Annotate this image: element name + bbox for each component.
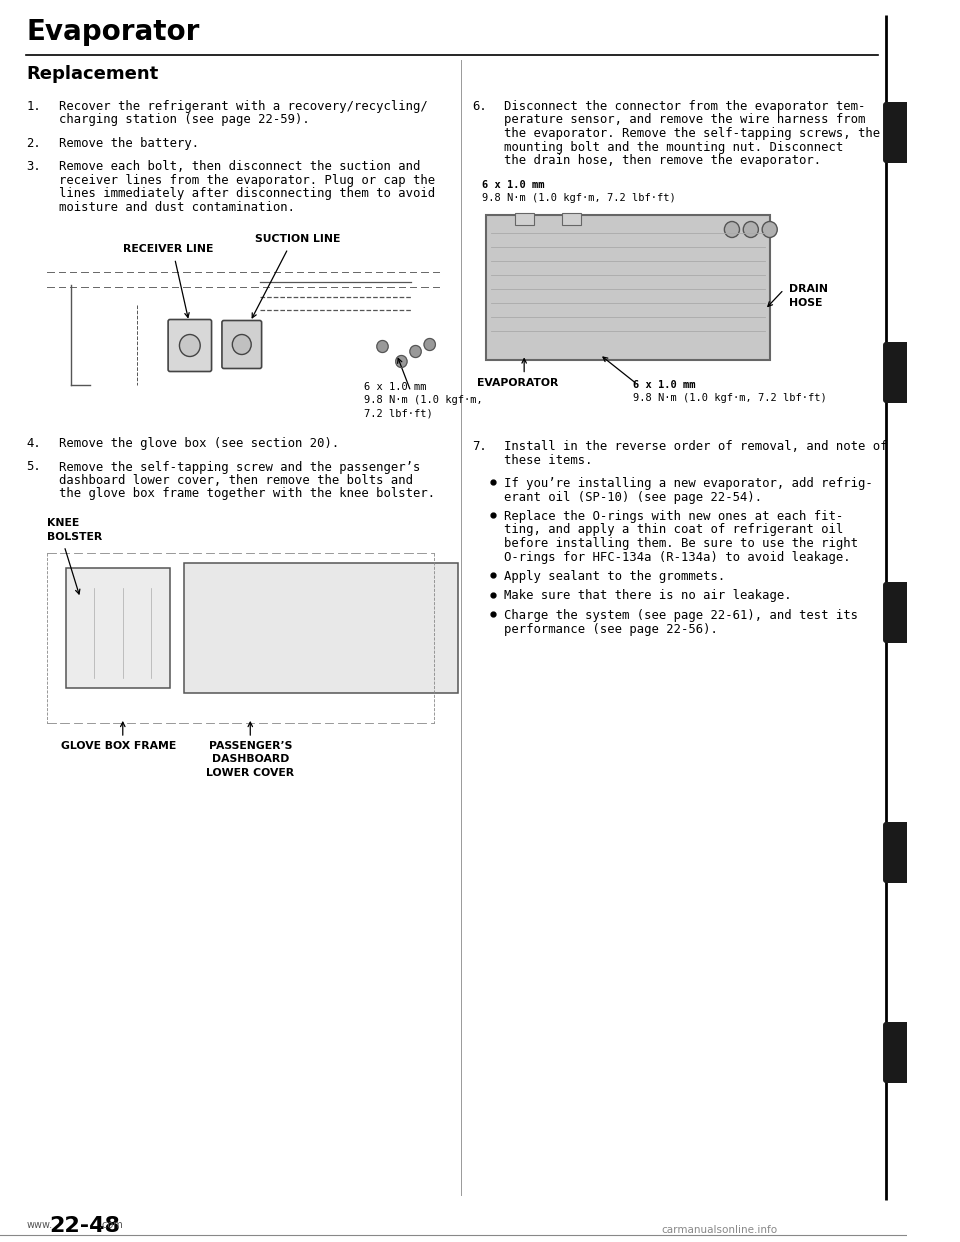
Text: GLOVE BOX FRAME: GLOVE BOX FRAME <box>61 741 177 751</box>
Text: O-rings for HFC-134a (R-134a) to avoid leakage.: O-rings for HFC-134a (R-134a) to avoid l… <box>504 550 851 564</box>
Text: PASSENGER’S: PASSENGER’S <box>208 741 292 751</box>
Circle shape <box>410 345 421 358</box>
Text: the evaporator. Remove the self-tapping screws, the: the evaporator. Remove the self-tapping … <box>504 127 880 140</box>
Text: 22-48: 22-48 <box>49 1216 120 1236</box>
Text: erant oil (SP-10) (see page 22-54).: erant oil (SP-10) (see page 22-54). <box>504 491 762 503</box>
Text: If you’re installing a new evaporator, add refrig-: If you’re installing a new evaporator, a… <box>504 477 873 491</box>
Text: 6 x 1.0 mm: 6 x 1.0 mm <box>364 381 426 391</box>
Text: 3.: 3. <box>27 160 41 174</box>
Text: 6 x 1.0 mm: 6 x 1.0 mm <box>482 180 544 190</box>
Bar <box>487 215 770 359</box>
Text: perature sensor, and remove the wire harness from: perature sensor, and remove the wire har… <box>504 113 866 127</box>
Text: 4.: 4. <box>27 437 41 450</box>
FancyBboxPatch shape <box>883 1022 909 1083</box>
Text: Remove each bolt, then disconnect the suction and: Remove each bolt, then disconnect the su… <box>59 160 420 174</box>
Text: Remove the battery.: Remove the battery. <box>59 137 199 150</box>
Text: charging station (see page 22-59).: charging station (see page 22-59). <box>59 113 309 127</box>
Text: BOLSTER: BOLSTER <box>47 532 103 542</box>
Text: Install in the reverse order of removal, and note of: Install in the reverse order of removal,… <box>504 440 888 453</box>
Text: 9.8 N·m (1.0 kgf·m, 7.2 lbf·ft): 9.8 N·m (1.0 kgf·m, 7.2 lbf·ft) <box>482 193 676 202</box>
FancyBboxPatch shape <box>168 319 211 371</box>
Circle shape <box>743 221 758 237</box>
Text: DRAIN: DRAIN <box>788 284 828 294</box>
FancyBboxPatch shape <box>883 342 909 402</box>
Circle shape <box>725 221 739 237</box>
Text: lines immediately after disconnecting them to avoid: lines immediately after disconnecting th… <box>59 188 435 200</box>
Circle shape <box>377 340 388 353</box>
Text: RECEIVER LINE: RECEIVER LINE <box>123 245 213 255</box>
Text: the drain hose, then remove the evaporator.: the drain hose, then remove the evaporat… <box>504 154 822 166</box>
Text: 5.: 5. <box>27 461 41 473</box>
Circle shape <box>232 334 252 354</box>
Text: carmanualsonline.info: carmanualsonline.info <box>661 1225 778 1235</box>
Text: receiver lines from the evaporator. Plug or cap the: receiver lines from the evaporator. Plug… <box>59 174 435 188</box>
Text: 7.2 lbf·ft): 7.2 lbf·ft) <box>364 409 432 419</box>
Text: 9.8 N·m (1.0 kgf·m, 7.2 lbf·ft): 9.8 N·m (1.0 kgf·m, 7.2 lbf·ft) <box>633 392 827 402</box>
Text: Apply sealant to the grommets.: Apply sealant to the grommets. <box>504 570 726 582</box>
Text: Recover the refrigerant with a recovery/recycling/: Recover the refrigerant with a recovery/… <box>59 101 427 113</box>
Text: ting, and apply a thin coat of refrigerant oil: ting, and apply a thin coat of refrigera… <box>504 523 844 537</box>
Text: EVAPORATOR: EVAPORATOR <box>477 378 559 388</box>
Circle shape <box>424 339 436 350</box>
Text: these items.: these items. <box>504 453 593 467</box>
Text: Replace the O-rings with new ones at each fit-: Replace the O-rings with new ones at eac… <box>504 510 844 523</box>
Text: Make sure that there is no air leakage.: Make sure that there is no air leakage. <box>504 590 792 602</box>
Bar <box>184 563 458 693</box>
Text: 6.: 6. <box>472 101 487 113</box>
Text: mounting bolt and the mounting nut. Disconnect: mounting bolt and the mounting nut. Disc… <box>504 140 844 154</box>
Text: the glove box frame together with the knee bolster.: the glove box frame together with the kn… <box>59 488 435 501</box>
Text: Remove the self-tapping screw and the passenger’s: Remove the self-tapping screw and the pa… <box>59 461 420 473</box>
Text: dashboard lower cover, then remove the bolts and: dashboard lower cover, then remove the b… <box>59 474 413 487</box>
Text: 1.: 1. <box>27 101 41 113</box>
Bar <box>66 568 170 688</box>
Text: DASHBOARD: DASHBOARD <box>211 754 289 765</box>
Text: 6 x 1.0 mm: 6 x 1.0 mm <box>633 380 695 390</box>
FancyBboxPatch shape <box>883 582 909 643</box>
FancyBboxPatch shape <box>883 102 909 163</box>
Circle shape <box>396 355 407 368</box>
Text: Replacement: Replacement <box>27 65 158 83</box>
Text: SUCTION LINE: SUCTION LINE <box>255 235 341 245</box>
Text: www.: www. <box>27 1220 53 1230</box>
Text: before installing them. Be sure to use the right: before installing them. Be sure to use t… <box>504 537 858 550</box>
Text: 9.8 N·m (1.0 kgf·m,: 9.8 N·m (1.0 kgf·m, <box>364 395 482 405</box>
Text: .com: .com <box>99 1220 123 1230</box>
Text: HOSE: HOSE <box>788 298 822 308</box>
Text: moisture and dust contamination.: moisture and dust contamination. <box>59 201 295 214</box>
Text: 2.: 2. <box>27 137 41 150</box>
Text: 7.: 7. <box>472 440 487 453</box>
Bar <box>515 212 534 225</box>
Circle shape <box>762 221 778 237</box>
Circle shape <box>180 334 201 356</box>
Bar <box>562 212 581 225</box>
Text: performance (see page 22-56).: performance (see page 22-56). <box>504 622 718 636</box>
Text: Evaporator: Evaporator <box>27 17 200 46</box>
Text: Disconnect the connector from the evaporator tem-: Disconnect the connector from the evapor… <box>504 101 866 113</box>
Text: KNEE: KNEE <box>47 518 80 528</box>
Text: Remove the glove box (see section 20).: Remove the glove box (see section 20). <box>59 437 339 450</box>
FancyBboxPatch shape <box>222 320 262 369</box>
FancyBboxPatch shape <box>883 822 909 883</box>
Text: Charge the system (see page 22-61), and test its: Charge the system (see page 22-61), and … <box>504 609 858 622</box>
Text: LOWER COVER: LOWER COVER <box>206 768 295 777</box>
